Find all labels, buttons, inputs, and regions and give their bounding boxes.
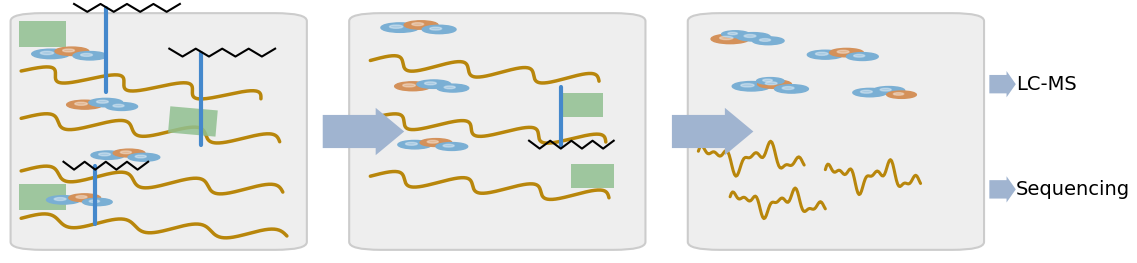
Circle shape xyxy=(390,25,402,28)
Circle shape xyxy=(81,53,92,56)
Circle shape xyxy=(720,36,733,40)
Circle shape xyxy=(422,25,456,34)
Circle shape xyxy=(32,49,69,59)
Circle shape xyxy=(106,103,138,110)
Circle shape xyxy=(68,194,100,202)
Circle shape xyxy=(437,84,468,92)
Circle shape xyxy=(853,88,887,97)
Circle shape xyxy=(412,23,424,26)
Circle shape xyxy=(757,80,791,88)
Circle shape xyxy=(73,52,107,60)
Circle shape xyxy=(815,52,828,55)
Circle shape xyxy=(760,39,771,41)
Circle shape xyxy=(91,151,125,159)
Circle shape xyxy=(89,200,100,203)
Polygon shape xyxy=(989,71,1015,97)
Circle shape xyxy=(424,82,437,85)
Circle shape xyxy=(114,149,144,157)
Circle shape xyxy=(774,85,808,93)
FancyBboxPatch shape xyxy=(168,106,218,137)
Circle shape xyxy=(711,34,749,44)
Circle shape xyxy=(782,87,794,89)
FancyBboxPatch shape xyxy=(18,21,66,47)
Circle shape xyxy=(406,142,417,145)
Circle shape xyxy=(398,140,432,149)
FancyBboxPatch shape xyxy=(561,93,603,117)
Circle shape xyxy=(837,50,849,53)
Circle shape xyxy=(63,49,75,52)
Circle shape xyxy=(83,198,113,206)
Circle shape xyxy=(443,144,454,147)
Polygon shape xyxy=(989,176,1015,203)
Circle shape xyxy=(67,100,102,109)
FancyBboxPatch shape xyxy=(10,13,307,250)
FancyBboxPatch shape xyxy=(349,13,646,250)
Circle shape xyxy=(847,53,878,60)
Circle shape xyxy=(445,86,455,89)
Circle shape xyxy=(420,139,451,146)
FancyBboxPatch shape xyxy=(18,184,66,210)
Circle shape xyxy=(97,100,108,103)
Circle shape xyxy=(873,87,905,94)
Circle shape xyxy=(861,90,872,93)
Circle shape xyxy=(75,102,88,105)
Circle shape xyxy=(763,79,772,82)
Circle shape xyxy=(40,51,53,55)
Circle shape xyxy=(402,84,415,87)
Circle shape xyxy=(741,84,754,87)
Circle shape xyxy=(113,104,124,107)
Circle shape xyxy=(430,27,441,30)
Circle shape xyxy=(428,140,439,143)
Circle shape xyxy=(435,143,467,150)
Circle shape xyxy=(404,21,438,29)
Circle shape xyxy=(880,88,891,91)
FancyBboxPatch shape xyxy=(688,13,984,250)
Circle shape xyxy=(76,196,88,198)
Circle shape xyxy=(744,34,756,37)
Circle shape xyxy=(55,198,66,200)
Circle shape xyxy=(732,82,770,91)
Circle shape xyxy=(765,82,777,85)
Circle shape xyxy=(753,37,785,45)
Circle shape xyxy=(737,33,770,41)
Circle shape xyxy=(887,91,916,98)
Circle shape xyxy=(381,23,420,32)
Circle shape xyxy=(756,78,785,84)
FancyBboxPatch shape xyxy=(572,164,614,188)
Circle shape xyxy=(395,82,431,91)
Text: LC-MS: LC-MS xyxy=(1015,75,1077,94)
Circle shape xyxy=(89,98,123,107)
Circle shape xyxy=(417,80,450,88)
Circle shape xyxy=(128,153,160,161)
Circle shape xyxy=(854,54,865,57)
Circle shape xyxy=(728,32,738,35)
Text: Sequencing: Sequencing xyxy=(1015,180,1130,199)
Polygon shape xyxy=(672,108,754,155)
Circle shape xyxy=(47,196,81,204)
Circle shape xyxy=(99,153,110,156)
Circle shape xyxy=(807,50,844,59)
Polygon shape xyxy=(323,108,404,155)
Circle shape xyxy=(55,47,89,55)
Circle shape xyxy=(121,151,132,154)
Circle shape xyxy=(894,93,904,95)
Circle shape xyxy=(722,31,749,38)
Circle shape xyxy=(830,48,863,57)
Circle shape xyxy=(135,155,147,158)
